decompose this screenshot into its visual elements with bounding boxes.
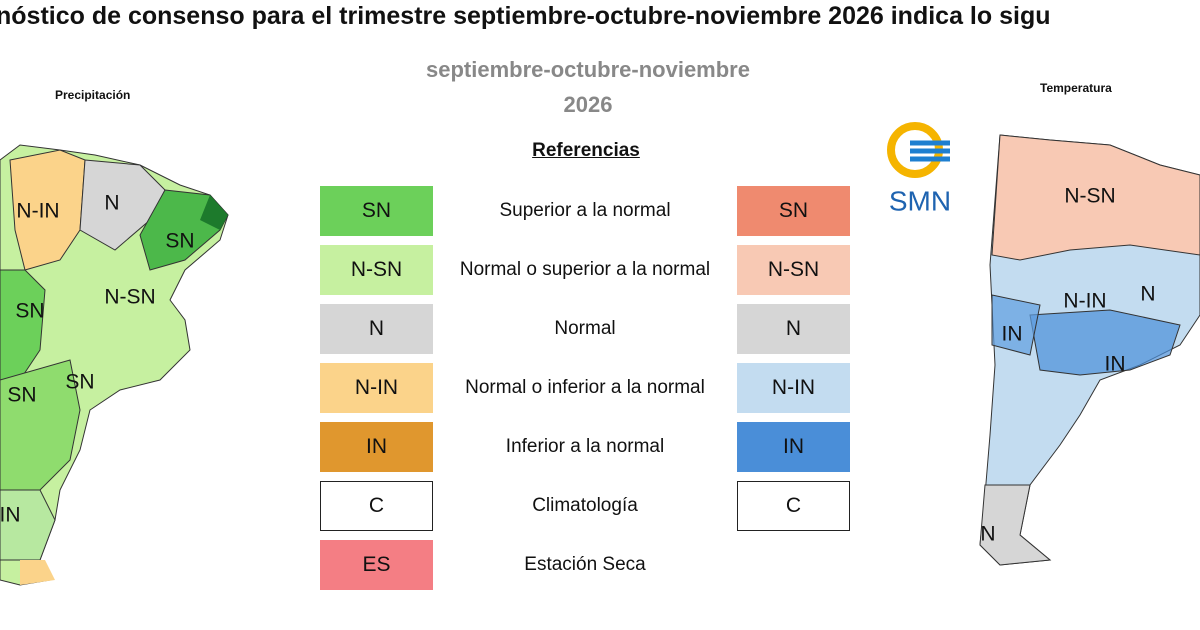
map-label: N-SN [104, 286, 155, 309]
map-label: IN [1002, 323, 1023, 346]
map-label: SN [65, 371, 94, 394]
logo-text: SMN [889, 185, 951, 216]
precip-map: N-IN N SN N-SN SN SN SN IN [0, 144, 229, 586]
map-label: N-SN [1064, 185, 1115, 208]
legend-description: Normal [554, 318, 616, 339]
map-label: SN [15, 300, 44, 323]
legend-swatch: IN [320, 422, 433, 472]
legend-description: Climatología [532, 495, 638, 516]
legend-title: Referencias [532, 140, 640, 161]
legend-swatch: N [320, 304, 433, 354]
map-label: N-IN [16, 200, 59, 223]
legend-swatch: N-IN [320, 363, 433, 413]
legend-swatch: IN [737, 422, 850, 472]
title: nóstico de consenso para el trimestre se… [0, 2, 1051, 30]
map-label: SN [165, 230, 194, 253]
legend-description: Superior a la normal [499, 200, 671, 221]
map-title: Temperatura [1040, 81, 1112, 95]
map-label: N [980, 523, 995, 546]
legend-description: Inferior a la normal [505, 436, 665, 457]
map-label: N-IN [1063, 290, 1106, 313]
map-label: IN [1105, 353, 1126, 376]
legend-swatch: N-SN [737, 245, 850, 295]
legend-swatch: C [320, 481, 433, 531]
year: 2026 [563, 92, 613, 117]
legend-description: Estación Seca [524, 554, 646, 575]
legend-swatch: N-IN [737, 363, 850, 413]
period: septiembre-octubre-noviembre [426, 57, 750, 82]
legend-swatch: SN [737, 186, 850, 236]
map-labels: N-IN N SN N-SN SN SN SN IN [0, 192, 195, 527]
legend-swatch: SN [320, 186, 433, 236]
map-labels: N-SN N-IN IN IN N N [980, 185, 1155, 546]
legend-description: Normal o inferior a la normal [465, 377, 705, 398]
legend-swatch: N-SN [320, 245, 433, 295]
legend-swatch: ES [320, 540, 433, 590]
map-label: N [1140, 283, 1155, 306]
logo: SMN N-SN N-IN IN IN N N [887, 122, 1200, 566]
legend-swatch: C [737, 481, 850, 531]
map-title: Precipitación [55, 88, 131, 102]
map-label: SN [7, 384, 36, 407]
map-label: N [104, 192, 119, 215]
legend-description: Normal o superior a la normal [459, 259, 711, 280]
map-label: IN [0, 504, 21, 527]
legend-swatch: N [737, 304, 850, 354]
